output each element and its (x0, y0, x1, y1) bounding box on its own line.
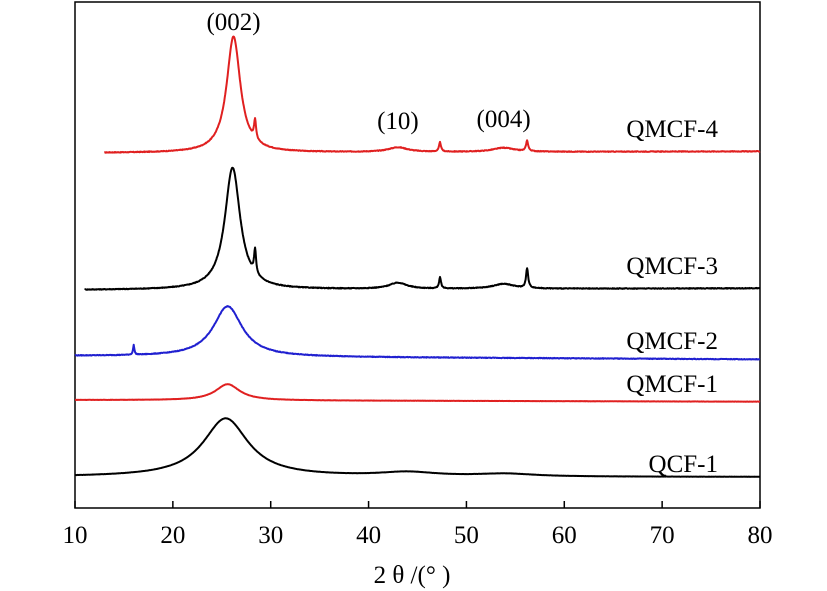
series-group (74, 35, 761, 478)
series-label-qmcf-1: QMCF-1 (626, 371, 718, 398)
peak-annotations: (002) (10) (004) (206, 9, 530, 135)
series-line-qmcf-2 (74, 305, 761, 361)
series-line-qmcf-1 (74, 383, 761, 403)
x-tick-label: 70 (650, 522, 675, 549)
peak-label: (10) (377, 108, 419, 135)
series-line-qcf-1 (74, 417, 761, 478)
x-tick-label: 10 (63, 522, 88, 549)
x-axis-label: 2 θ /(° ) (374, 562, 451, 589)
series-label-qmcf-3: QMCF-3 (626, 253, 718, 280)
x-tick-label: 20 (160, 522, 185, 549)
series-labels: QMCF-4 QMCF-3 QMCF-2 QMCF-1 QCF-1 (626, 116, 718, 478)
peak-label: (002) (206, 9, 260, 36)
series-label-qcf-1: QCF-1 (649, 451, 718, 478)
x-tick-label: 60 (552, 522, 577, 549)
series-line-qmcf-3 (84, 166, 761, 291)
x-tick-label: 80 (748, 522, 773, 549)
series-line-qmcf-4 (103, 35, 761, 154)
x-tick-label: 40 (356, 522, 381, 549)
series-label-qmcf-2: QMCF-2 (626, 328, 718, 355)
series-label-qmcf-4: QMCF-4 (626, 116, 718, 143)
x-tick-label: 30 (258, 522, 283, 549)
x-tick-label: 50 (454, 522, 479, 549)
x-axis-ticks: 10 20 30 40 50 60 70 80 (63, 501, 773, 549)
peak-label: (004) (477, 106, 531, 133)
plot-frame (74, 1, 761, 509)
